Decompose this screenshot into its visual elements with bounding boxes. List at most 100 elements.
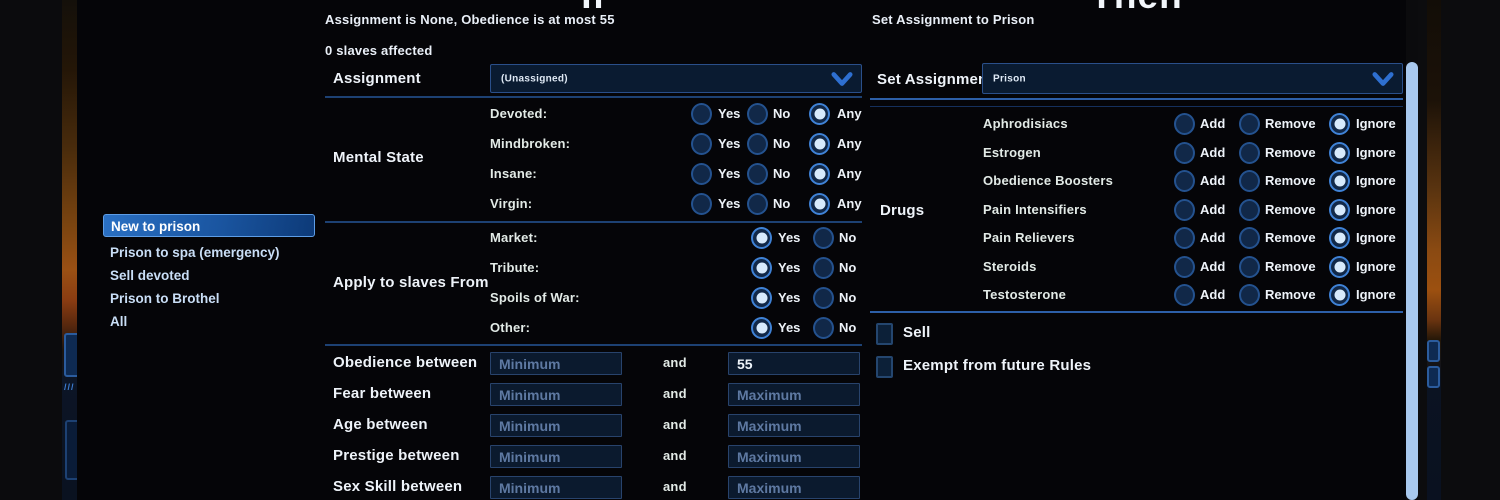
and-label: and: [663, 417, 687, 432]
drug-radio-ignore[interactable]: [1329, 199, 1350, 221]
range-row: Prestige between and: [0, 444, 1500, 468]
apply-from-radio-yes[interactable]: [751, 317, 772, 339]
set-assignment-dropdown[interactable]: Prison: [982, 63, 1403, 94]
apply-from-radio-yes[interactable]: [751, 287, 772, 309]
fear-between-max-input[interactable]: [728, 383, 860, 406]
mental-state-row: Devoted: Yes No Any: [0, 103, 1500, 125]
range-row-label: Fear between: [333, 385, 432, 402]
background-scene-left: ///: [62, 0, 77, 500]
drug-radio-label-remove: Remove: [1265, 230, 1316, 245]
mental-state-row: Mindbroken: Yes No Any: [0, 133, 1500, 155]
exempt-from-future-rules-checkbox[interactable]: [876, 356, 893, 378]
apply-from-radio-no[interactable]: [813, 257, 834, 279]
drug-radio-ignore[interactable]: [1329, 113, 1350, 135]
mental-state-row: Insane: Yes No Any: [0, 163, 1500, 185]
apply-from-radio-yes[interactable]: [751, 257, 772, 279]
drug-row-label: Aphrodisiacs: [983, 116, 1068, 131]
apply-from-radio-no[interactable]: [813, 317, 834, 339]
background-gap-right: [1418, 0, 1427, 500]
assignment-dropdown[interactable]: (Unassigned): [490, 64, 862, 93]
drug-radio-remove[interactable]: [1239, 113, 1260, 135]
then-summary: Set Assignment to Prison: [872, 12, 1035, 27]
apply-from-row-label: Other:: [490, 320, 531, 335]
apply-from-radio-yes[interactable]: [751, 227, 772, 249]
sidebar-item-sell-devoted[interactable]: Sell devoted: [110, 268, 190, 283]
sidebar-item-prison-to-brothel[interactable]: Prison to Brothel: [110, 291, 220, 306]
apply-from-radio-no[interactable]: [813, 227, 834, 249]
drug-row: Pain Intensifiers Add Remove Ignore: [0, 199, 1500, 221]
drug-radio-label-ignore: Ignore: [1356, 173, 1396, 188]
prestige-between-max-input[interactable]: [728, 445, 860, 468]
fear-between-min-input[interactable]: [490, 383, 622, 406]
mental-state-radio-any[interactable]: [809, 163, 830, 185]
mental-state-radio-yes[interactable]: [691, 133, 712, 155]
background-ui-fragment: [1427, 340, 1440, 362]
range-row: Age between and: [0, 413, 1500, 437]
background-ui-fragment: [65, 420, 77, 480]
mental-state-radio-any[interactable]: [809, 103, 830, 125]
drug-radio-ignore[interactable]: [1329, 256, 1350, 278]
mental-state-radio-no[interactable]: [747, 103, 768, 125]
prestige-between-min-input[interactable]: [490, 445, 622, 468]
age-between-max-input[interactable]: [728, 414, 860, 437]
mental-state-radio-no[interactable]: [747, 163, 768, 185]
drug-radio-remove[interactable]: [1239, 170, 1260, 192]
if-summary: Assignment is None, Obedience is at most…: [325, 12, 615, 27]
drug-row-label: Estrogen: [983, 145, 1041, 160]
drug-radio-ignore[interactable]: [1329, 142, 1350, 164]
mental-state-radio-any[interactable]: [809, 133, 830, 155]
mental-state-radio-no[interactable]: [747, 193, 768, 215]
mental-state-radio-any[interactable]: [809, 193, 830, 215]
drug-radio-add[interactable]: [1174, 256, 1195, 278]
drug-row: Obedience Boosters Add Remove Ignore: [0, 170, 1500, 192]
sidebar-item-prison-to-spa-emergency-[interactable]: Prison to spa (emergency): [110, 245, 280, 260]
drug-radio-ignore[interactable]: [1329, 227, 1350, 249]
drug-radio-add[interactable]: [1174, 142, 1195, 164]
and-label: and: [663, 448, 687, 463]
mental-state-radio-label-yes: Yes: [718, 166, 741, 181]
apply-from-radio-label-no: No: [839, 260, 857, 275]
sidebar-item-new-to-prison[interactable]: New to prison: [103, 214, 315, 237]
mental-state-radio-label-any: Any: [837, 106, 862, 121]
sell-checkbox[interactable]: [876, 323, 893, 345]
mental-state-radio-yes[interactable]: [691, 193, 712, 215]
range-row-label: Age between: [333, 416, 428, 433]
drug-radio-remove[interactable]: [1239, 284, 1260, 306]
apply-from-radio-no[interactable]: [813, 287, 834, 309]
apply-from-radio-label-no: No: [839, 320, 857, 335]
sex-skill-between-max-input[interactable]: [728, 476, 860, 499]
drug-radio-remove[interactable]: [1239, 199, 1260, 221]
drug-radio-add[interactable]: [1174, 170, 1195, 192]
drug-row: Steroids Add Remove Ignore: [0, 256, 1500, 278]
separator: [870, 311, 1403, 313]
drug-radio-label-remove: Remove: [1265, 116, 1316, 131]
apply-from-row-label: Spoils of War:: [490, 290, 580, 305]
mental-state-radio-yes[interactable]: [691, 163, 712, 185]
drug-radio-remove[interactable]: [1239, 227, 1260, 249]
drug-radio-add[interactable]: [1174, 284, 1195, 306]
mental-state-radio-yes[interactable]: [691, 103, 712, 125]
drug-radio-add[interactable]: [1174, 113, 1195, 135]
vertical-scrollbar[interactable]: [1406, 62, 1418, 500]
mental-state-radio-no[interactable]: [747, 133, 768, 155]
sex-skill-between-min-input[interactable]: [490, 476, 622, 499]
drug-radio-label-remove: Remove: [1265, 202, 1316, 217]
apply-from-radio-label-no: No: [839, 230, 857, 245]
drug-radio-label-add: Add: [1200, 287, 1226, 302]
slaves-affected-count: 0 slaves affected: [325, 43, 433, 58]
drug-radio-add[interactable]: [1174, 227, 1195, 249]
age-between-min-input[interactable]: [490, 414, 622, 437]
assignment-dropdown-value: (Unassigned): [501, 73, 568, 84]
drug-radio-remove[interactable]: [1239, 256, 1260, 278]
range-row-label: Sex Skill between: [333, 478, 463, 495]
mental-state-label: Mental State: [333, 149, 424, 166]
sidebar-item-all[interactable]: All: [110, 314, 128, 329]
drug-radio-remove[interactable]: [1239, 142, 1260, 164]
obedience-between-min-input[interactable]: [490, 352, 622, 375]
mental-state-row-label: Insane:: [490, 166, 537, 181]
drug-radio-add[interactable]: [1174, 199, 1195, 221]
drug-radio-ignore[interactable]: [1329, 170, 1350, 192]
drug-radio-ignore[interactable]: [1329, 284, 1350, 306]
obedience-between-max-input[interactable]: [728, 352, 860, 375]
separator: [325, 344, 862, 346]
